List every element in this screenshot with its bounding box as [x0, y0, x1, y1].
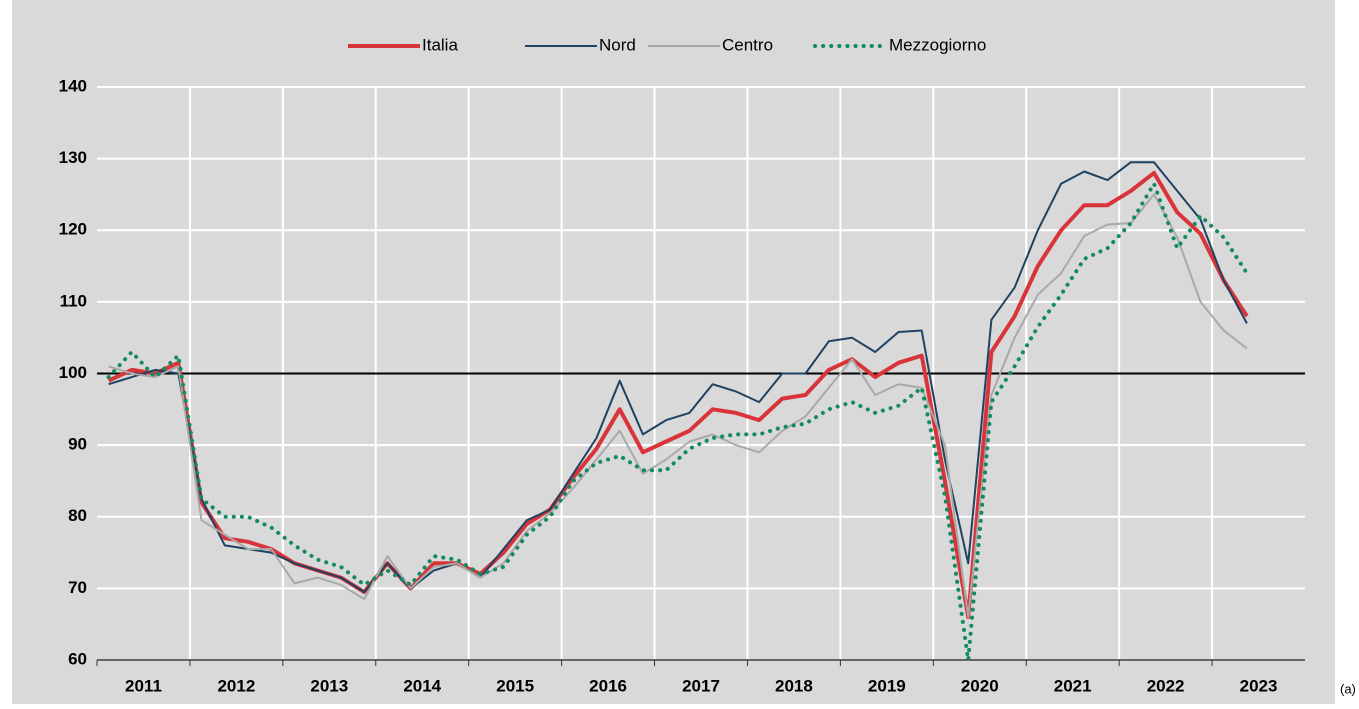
x-tick-label: 2019	[868, 676, 906, 695]
x-tick-label: 2021	[1054, 676, 1092, 695]
legend-label: Italia	[422, 35, 458, 54]
x-tick-label: 2013	[310, 676, 348, 695]
y-tick-label: 90	[68, 435, 87, 454]
x-tick-label: 2020	[961, 676, 999, 695]
legend-label: Mezzogiorno	[889, 35, 986, 54]
x-tick-label: 2022	[1147, 676, 1185, 695]
x-tick-label: 2015	[496, 676, 534, 695]
y-tick-label: 120	[59, 220, 87, 239]
legend-label: Centro	[722, 35, 773, 54]
x-tick-label: 2011	[125, 676, 162, 695]
series-line	[108, 193, 1248, 618]
y-tick-label: 130	[59, 148, 87, 167]
legend-label: Nord	[599, 35, 636, 54]
y-tick-label: 60	[68, 649, 87, 668]
x-tick-label: 2023	[1240, 676, 1278, 695]
x-tick-label: 2012	[217, 676, 255, 695]
series-line	[106, 181, 1249, 662]
x-tick-label: 2018	[775, 676, 813, 695]
chart-background	[12, 0, 1335, 704]
x-tick-label: 2014	[403, 676, 441, 695]
y-tick-label: 80	[68, 506, 87, 525]
y-tick-label: 110	[60, 291, 87, 310]
y-tick-label: 70	[68, 578, 87, 597]
x-tick-label: 2017	[682, 676, 720, 695]
y-tick-label: 100	[59, 363, 87, 382]
series-line	[108, 161, 1248, 593]
note: (a)	[1340, 681, 1356, 696]
x-tick-label: 2016	[589, 676, 627, 695]
y-tick-label: 140	[59, 76, 87, 95]
